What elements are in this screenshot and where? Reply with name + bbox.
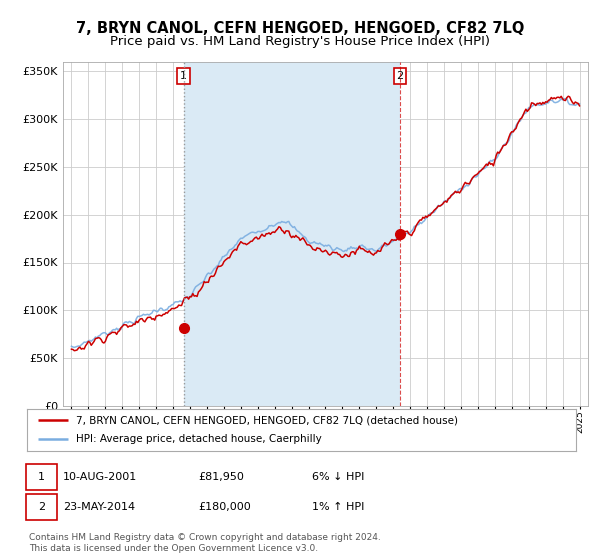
Text: 2: 2 (38, 502, 45, 512)
Text: HPI: Average price, detached house, Caerphilly: HPI: Average price, detached house, Caer… (76, 435, 322, 445)
Text: 7, BRYN CANOL, CEFN HENGOED, HENGOED, CF82 7LQ: 7, BRYN CANOL, CEFN HENGOED, HENGOED, CF… (76, 21, 524, 36)
Text: 1: 1 (38, 472, 45, 482)
Text: 2: 2 (396, 71, 403, 81)
Text: 6% ↓ HPI: 6% ↓ HPI (312, 472, 364, 482)
Text: Contains HM Land Registry data © Crown copyright and database right 2024.
This d: Contains HM Land Registry data © Crown c… (29, 533, 380, 553)
Text: Price paid vs. HM Land Registry's House Price Index (HPI): Price paid vs. HM Land Registry's House … (110, 35, 490, 48)
Text: 23-MAY-2014: 23-MAY-2014 (63, 502, 135, 512)
Text: 10-AUG-2001: 10-AUG-2001 (63, 472, 137, 482)
Text: 1% ↑ HPI: 1% ↑ HPI (312, 502, 364, 512)
Text: 1: 1 (180, 71, 187, 81)
Text: £180,000: £180,000 (198, 502, 251, 512)
Bar (184, 62, 400, 406)
Text: 7, BRYN CANOL, CEFN HENGOED, HENGOED, CF82 7LQ (detached house): 7, BRYN CANOL, CEFN HENGOED, HENGOED, CF… (76, 415, 458, 425)
Text: £81,950: £81,950 (198, 472, 244, 482)
